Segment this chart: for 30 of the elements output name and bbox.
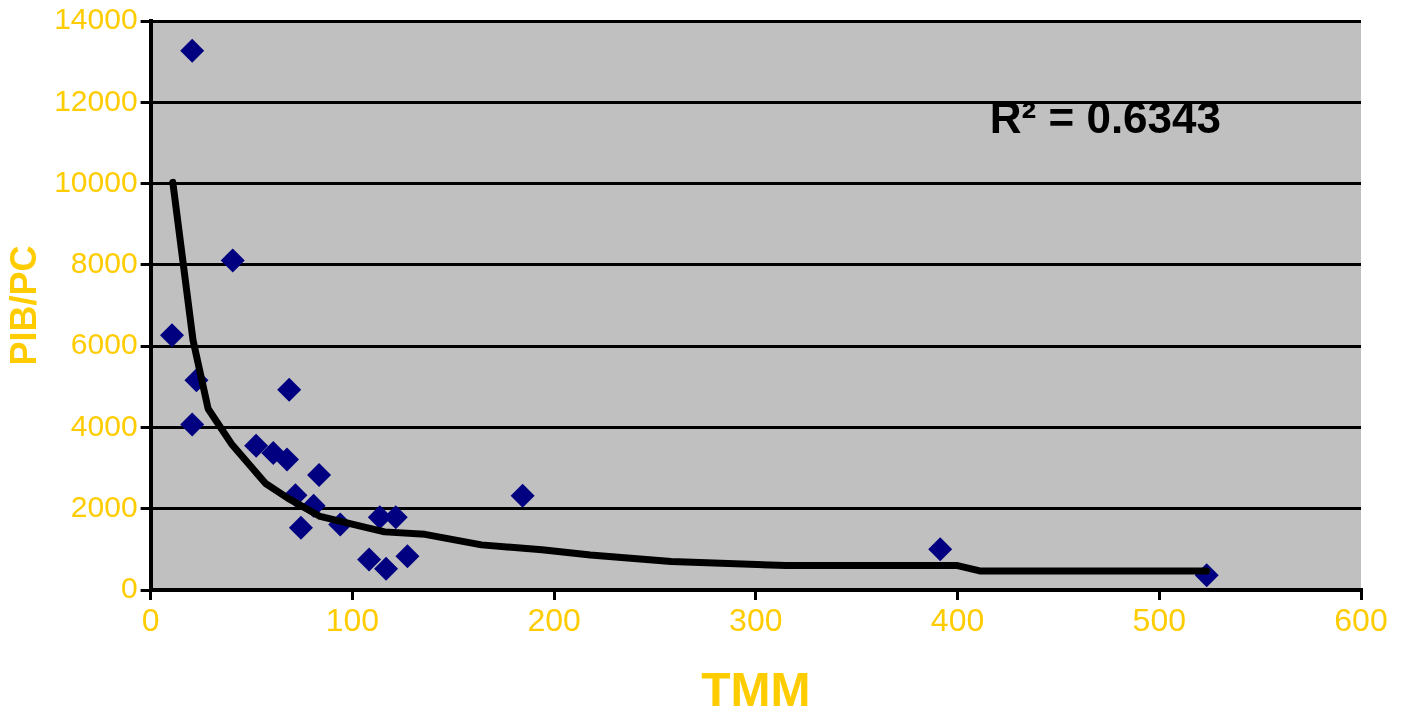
y-tick-label: 2000	[70, 489, 138, 523]
point	[928, 537, 953, 562]
x-tick-label: 300	[729, 602, 783, 639]
x-tick-label: 500	[1132, 602, 1186, 639]
point	[220, 248, 245, 273]
point	[510, 483, 535, 508]
x-tick-label: 200	[527, 602, 581, 639]
x-tick-label: 400	[930, 602, 985, 639]
x-tick-label: 600	[1334, 602, 1388, 639]
point	[288, 515, 313, 540]
point	[180, 412, 205, 437]
y-tick-label: 12000	[54, 83, 138, 117]
y-tick-label: 8000	[70, 246, 138, 280]
point	[274, 447, 299, 472]
point	[357, 547, 382, 572]
y-tick-label: 0	[120, 571, 138, 605]
point	[244, 433, 269, 458]
y-tick-label: 6000	[70, 327, 138, 361]
x-axis-title: TMM	[701, 663, 811, 717]
point	[160, 323, 185, 348]
y-tick-label: 10000	[54, 164, 138, 198]
point	[374, 556, 399, 581]
point	[277, 377, 302, 402]
y-tick-label: 4000	[70, 408, 138, 442]
y-tick-label: 14000	[54, 2, 138, 36]
point	[180, 38, 205, 63]
point	[395, 544, 420, 569]
point	[307, 462, 332, 487]
x-tick-label: 100	[325, 602, 380, 639]
y-axis-title: PIB/PC	[2, 245, 44, 366]
